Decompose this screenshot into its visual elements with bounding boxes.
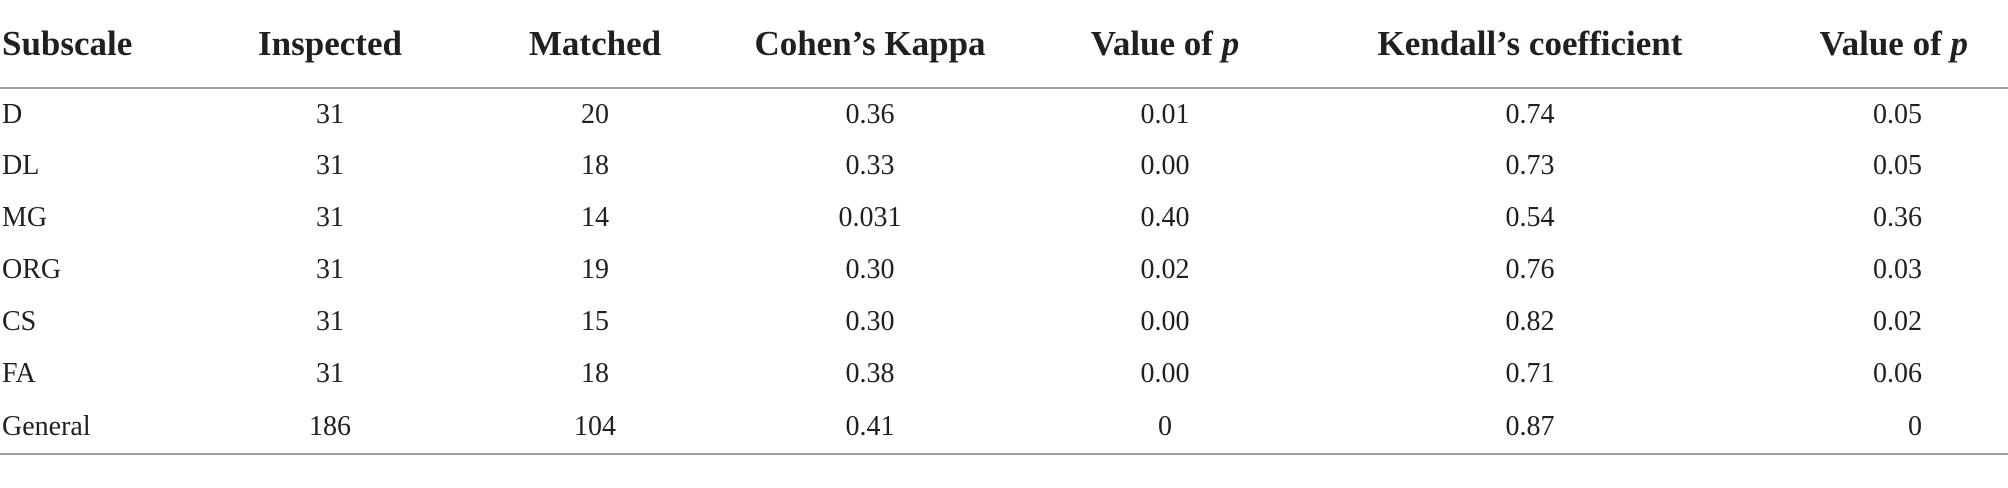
cell-kendalls-coefficient: 0.73	[1505, 150, 1555, 181]
cell-matched: 15	[581, 306, 609, 337]
header-value-of-p-kendall: Value of p	[1740, 0, 2008, 89]
cell-p-value-kappa: 0.00	[1140, 306, 1190, 337]
cell-cohens-kappa: 0.33	[845, 150, 895, 181]
table-row: General 186 104 0.41 0 0.87 0	[0, 400, 2008, 455]
cell-matched: 14	[581, 202, 609, 233]
table-row: D 31 20 0.36 0.01 0.74 0.05	[0, 88, 2008, 140]
header-cohens-kappa: Cohen’s Kappa	[730, 0, 1010, 89]
header-kendalls-coefficient: Kendall’s coefficient	[1320, 0, 1740, 89]
header-matched: Matched	[460, 0, 730, 89]
cell-subscale: D	[2, 98, 23, 130]
table-row: CS 31 15 0.30 0.00 0.82 0.02	[0, 296, 2008, 348]
header-row: Subscale Inspected Matched Cohen’s Kappa…	[0, 0, 2008, 89]
cell-kendalls-coefficient: 0.54	[1505, 202, 1555, 233]
cell-kendalls-coefficient: 0.76	[1505, 254, 1555, 285]
cell-p-value-kendall: 0.05	[1873, 98, 1922, 130]
cell-inspected: 31	[316, 254, 344, 285]
header-subscale: Subscale	[0, 0, 200, 89]
cell-inspected: 186	[200, 400, 460, 455]
cell-p-value-kappa: 0.01	[1140, 98, 1190, 130]
table-row: ORG 31 19 0.30 0.02 0.76 0.03	[0, 244, 2008, 296]
agreement-table: Subscale Inspected Matched Cohen’s Kappa…	[0, 0, 2008, 455]
cell-cohens-kappa: 0.30	[845, 306, 895, 337]
cell-cohens-kappa: 0.031	[838, 202, 902, 233]
cell-kendalls-coefficient: 0.82	[1505, 306, 1555, 337]
table-row: DL 31 18 0.33 0.00 0.73 0.05	[0, 140, 2008, 192]
cell-p-value-kappa: 0.02	[1140, 254, 1190, 285]
cell-subscale: CS	[2, 306, 37, 337]
cell-cohens-kappa: 0.36	[845, 98, 895, 130]
cell-subscale: DL	[2, 150, 40, 181]
table-row: FA 31 18 0.38 0.00 0.71 0.06	[0, 348, 2008, 400]
cell-p-value-kendall: 0.05	[1873, 150, 1922, 181]
cell-inspected: 31	[316, 202, 344, 233]
cell-kendalls-coefficient: 0.87	[1320, 400, 1740, 455]
cell-subscale: General	[0, 400, 200, 455]
table-body: D 31 20 0.36 0.01 0.74 0.05 DL 31 18 0.33 0.00 0.73 0…	[0, 88, 2008, 455]
cell-cohens-kappa: 0.41	[730, 400, 1010, 455]
cell-p-value-kappa: 0.00	[1140, 150, 1190, 181]
cell-p-value-kappa: 0.40	[1140, 202, 1190, 233]
cell-p-value-kendall: 0.02	[1873, 306, 1922, 337]
cell-kendalls-coefficient: 0.74	[1505, 98, 1555, 130]
header-value-of-p-kappa: Value of p	[1010, 0, 1320, 89]
cell-inspected: 31	[316, 358, 344, 389]
cell-inspected: 31	[316, 150, 344, 181]
cell-matched: 104	[460, 400, 730, 455]
cell-matched: 19	[581, 254, 609, 285]
cell-matched: 20	[581, 98, 609, 130]
table-header: Subscale Inspected Matched Cohen’s Kappa…	[0, 0, 2008, 89]
cell-inspected: 31	[316, 98, 344, 130]
cell-p-value-kendall: 0.03	[1873, 254, 1922, 285]
cell-p-value-kappa: 0	[1010, 400, 1320, 455]
cell-cohens-kappa: 0.38	[845, 358, 895, 389]
cell-subscale: FA	[2, 358, 36, 389]
cell-matched: 18	[581, 150, 609, 181]
cell-inspected: 31	[316, 306, 344, 337]
cell-p-value-kendall: 0.36	[1873, 202, 1922, 233]
cell-subscale: ORG	[2, 254, 62, 285]
table-row: MG 31 14 0.031 0.40 0.54 0.36	[0, 192, 2008, 244]
cell-subscale: MG	[2, 202, 48, 233]
cell-kendalls-coefficient: 0.71	[1505, 358, 1555, 389]
cell-p-value-kendall: 0.06	[1873, 358, 1922, 389]
cell-p-value-kendall: 0	[1740, 400, 2008, 455]
header-inspected: Inspected	[200, 0, 460, 89]
cell-cohens-kappa: 0.30	[845, 254, 895, 285]
cell-p-value-kappa: 0.00	[1140, 358, 1190, 389]
cell-matched: 18	[581, 358, 609, 389]
